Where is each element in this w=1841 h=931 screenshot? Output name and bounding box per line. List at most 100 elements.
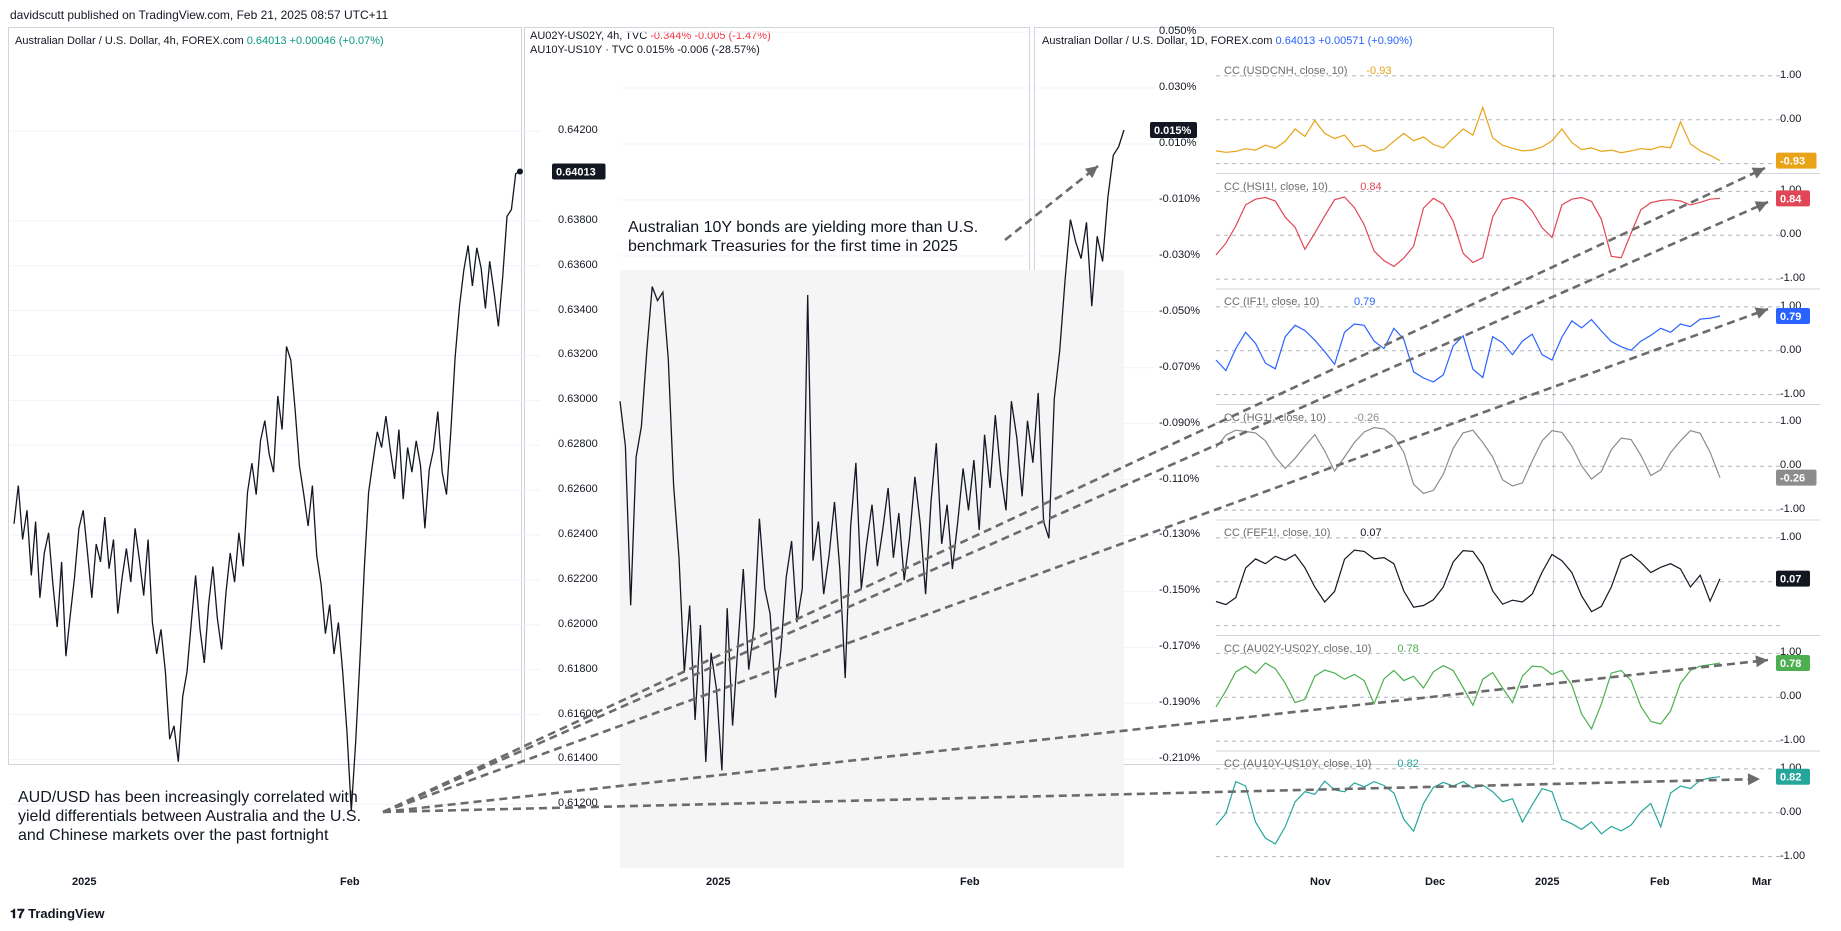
cc-xtick-3: Feb [1650, 876, 1670, 888]
yield-ytick-11: -0.170% [1159, 640, 1200, 653]
audusd-1d-legend-name: Australian Dollar / U.S. Dollar, 1D, FOR… [1042, 35, 1273, 47]
yield-ytick-9: -0.130% [1159, 528, 1200, 541]
bonds-annotation-line-2: benchmark Treasuries for the first time … [628, 238, 958, 255]
arrow-to-usdcnh [382, 166, 1766, 814]
cc-5-last-label-box [1776, 654, 1810, 671]
tv-logo-text: TradingView [28, 906, 105, 921]
cc-4-title: CC (FEF1!, close, 10) [1224, 527, 1331, 539]
audusd-ytick-1: 0.63800 [558, 213, 598, 226]
cc-xtick-0: Nov [1310, 876, 1331, 888]
cc-3-last-label-text: -0.26 [1780, 473, 1805, 485]
audusd-4h-pane[interactable] [8, 27, 522, 765]
cc-3-ytick-1: 0.00 [1780, 459, 1802, 472]
cc-1-title-value: 0.84 [1360, 180, 1382, 193]
cc-5-title-value: 0.78 [1397, 642, 1419, 655]
audusd-ytick-3: 0.63400 [558, 303, 598, 316]
cc-2-ytick-1: 0.00 [1780, 343, 1802, 356]
yield-spread-line [619, 129, 1125, 771]
audusd-ytick-4: 0.63200 [558, 348, 598, 361]
cc-2-title: CC (IF1!, close, 10) [1224, 296, 1320, 308]
audusd-annotation-line-2: yield differentials between Australia an… [18, 808, 362, 825]
tradingview-logo[interactable]: 𝟏𝟕 TradingView [10, 906, 104, 922]
audusd-ytick-11: 0.61800 [558, 662, 598, 675]
cc-2-last-label-text: 0.79 [1780, 311, 1801, 323]
audusd-4h-legend-price: 0.64013 [246, 35, 287, 47]
audusd-ytick-6: 0.62800 [558, 438, 598, 451]
cc-6-title-value: 0.82 [1397, 758, 1419, 770]
arrow-to-au10y [382, 777, 1761, 814]
cc-xtick-1: Dec [1425, 876, 1446, 888]
audusd-last-label-box [552, 163, 606, 180]
audusd-annotation: AUD/USD has been increasingly correlated… [18, 788, 361, 845]
yield-spread-legend-1: AU02Y-US02Y, 4h, TVC -0.344% -0.005 (-1.… [530, 30, 771, 42]
bonds-arrow-head [1084, 166, 1098, 179]
au10y-legend-change: -0.006 (-28.57%) [677, 44, 760, 56]
cc-6-title: CC (AU10Y-US10Y, close, 10) [1224, 758, 1372, 770]
cc-3-title: CC (HG1!, close, 10) [1224, 411, 1327, 424]
yield-ytick-3: -0.010% [1159, 192, 1200, 205]
yield-ytick-4: -0.030% [1159, 248, 1200, 261]
audusd-4h-line [13, 170, 521, 812]
cc-5-ytick-1: 0.00 [1780, 690, 1802, 703]
publisher-line: davidscutt published on TradingView.com,… [10, 8, 389, 22]
cc-0-line [1215, 105, 1721, 162]
cc-1-last-label-text: 0.84 [1780, 193, 1802, 205]
audusd-ytick-9: 0.62200 [558, 572, 598, 585]
tv-logo-icon: 𝟏𝟕 [10, 906, 25, 921]
yield-last-label-text: 0.015% [1154, 125, 1192, 137]
audusd-ytick-8: 0.62400 [558, 528, 598, 540]
arrow-to-if-head [1754, 307, 1768, 319]
cc-0-title: CC (USDCNH, close, 10) [1224, 65, 1348, 77]
cc-3-last-label-box [1776, 469, 1817, 486]
cc-3-ytick-0: 1.00 [1780, 415, 1802, 428]
yield-spread-shaded-area [620, 270, 1124, 868]
arrow-to-usdcnh-head [1751, 167, 1765, 179]
yield-ytick-1: 0.030% [1159, 81, 1197, 94]
au02y-legend-change: -0.005 (-1.47%) [694, 30, 771, 42]
yield-spread-legend-2: AU10Y-US10Y · TVC 0.015% -0.006 (-28.57%… [530, 44, 760, 56]
cc-xtick-2: 2025 [1535, 876, 1560, 888]
cc-6-ytick-2: -1.00 [1780, 849, 1806, 862]
yield-ytick-6: -0.070% [1159, 360, 1200, 373]
audusd-ytick-7: 0.62600 [558, 483, 598, 496]
arrow-to-hsi-head [1754, 201, 1768, 213]
cc-2-ytick-2: -1.00 [1780, 387, 1806, 400]
cc-4-ytick-0: 1.00 [1780, 530, 1802, 543]
cc-1-last-label-box [1776, 190, 1810, 207]
audusd-ytick-2: 0.63600 [558, 258, 598, 271]
cc-5-last-label-text: 0.78 [1780, 658, 1801, 670]
audusd-1d-legend-change: +0.00571 (+0.90%) [1318, 35, 1413, 47]
yield-xtick-1: Feb [960, 876, 980, 888]
cc-1-ytick-2: -1.00 [1780, 272, 1806, 285]
cc-6-last-label-text: 0.82 [1780, 772, 1801, 784]
bonds-arrow [1004, 164, 1099, 242]
arrow-to-au02y [382, 658, 1769, 814]
cc-0-ytick-0: 1.00 [1780, 68, 1802, 81]
yield-xtick-0: 2025 [706, 876, 731, 888]
yield-ytick-12: -0.190% [1159, 696, 1200, 709]
au10y-legend-value: 0.015% [636, 44, 675, 56]
audusd-xtick-1: Feb [340, 876, 360, 888]
cc-2-last-label-box [1776, 308, 1810, 325]
cc-0-ytick-1: 0.00 [1780, 112, 1802, 125]
cc-4-last-label-text: 0.07 [1780, 574, 1801, 586]
audusd-ytick-0: 0.64200 [558, 124, 598, 137]
arrow-to-au10y-head [1747, 773, 1760, 786]
audusd-1d-legend: Australian Dollar / U.S. Dollar, 1D, FOR… [1042, 35, 1413, 47]
arrow-to-au02y-head [1755, 655, 1768, 668]
yield-ytick-0: 0.050% [1159, 25, 1197, 38]
cc-1-ytick-1: 0.00 [1780, 228, 1802, 241]
audusd-1d-legend-price: 0.64013 [1275, 35, 1316, 47]
audusd-xtick-0: 2025 [72, 876, 97, 888]
cc-5-title: CC (AU02Y-US02Y, close, 10) [1224, 642, 1372, 655]
cc-4-title-value: 0.07 [1360, 527, 1382, 539]
yield-ytick-2: 0.010% [1159, 136, 1197, 149]
audusd-4h-legend: Australian Dollar / U.S. Dollar, 4h, FOR… [15, 35, 384, 47]
cc-2-title-value: 0.79 [1354, 296, 1376, 308]
yield-ytick-10: -0.150% [1159, 584, 1200, 597]
audusd-ytick-10: 0.62000 [558, 617, 598, 630]
bonds-annotation: Australian 10Y bonds are yielding more t… [628, 218, 978, 256]
audusd-last-dot [517, 168, 523, 175]
cc-3-ytick-2: -1.00 [1780, 503, 1806, 516]
